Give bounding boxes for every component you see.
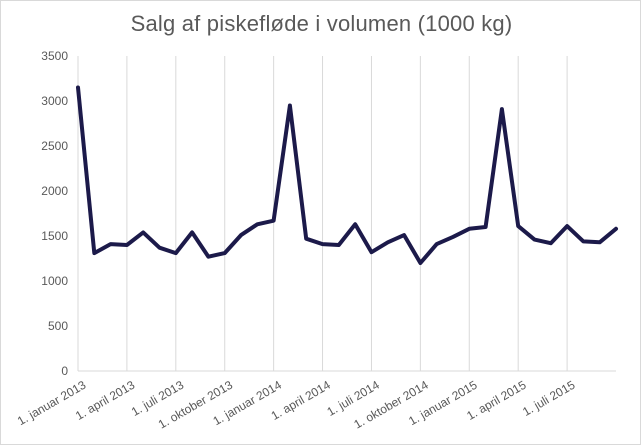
x-tick-label-10: 1. juli 2015 [520, 378, 578, 419]
data-point-19 [386, 240, 390, 244]
y-tick-label-0: 0 [61, 364, 68, 378]
data-point-10 [239, 233, 243, 237]
data-point-30 [565, 224, 569, 228]
vertical-gridlines [77, 56, 568, 371]
data-point-25 [484, 225, 488, 229]
y-tick-label-3500: 3500 [41, 49, 68, 63]
data-point-33 [614, 227, 618, 231]
series-group [76, 85, 618, 265]
y-tick-label-3000: 3000 [41, 94, 68, 108]
data-point-20 [402, 233, 406, 237]
data-point-3 [125, 243, 129, 247]
data-point-14 [304, 237, 308, 241]
y-tick-label-1000: 1000 [41, 274, 68, 288]
data-point-31 [581, 239, 585, 243]
data-point-24 [467, 227, 471, 231]
data-point-21 [418, 261, 422, 265]
data-point-12 [272, 219, 276, 223]
data-point-11 [255, 222, 259, 226]
data-point-2 [109, 242, 113, 246]
data-point-17 [353, 222, 357, 226]
data-point-13 [288, 104, 292, 108]
data-point-15 [321, 242, 325, 246]
y-tick-label-2000: 2000 [41, 184, 68, 198]
data-point-0 [76, 86, 80, 90]
data-point-8 [206, 255, 210, 259]
data-point-29 [549, 241, 553, 245]
data-point-27 [516, 224, 520, 228]
data-point-5 [158, 246, 162, 250]
chart-title: Salg af piskefløde i volumen (1000 kg) [130, 11, 513, 36]
data-point-1 [92, 251, 96, 255]
data-point-26 [500, 107, 504, 111]
x-tick-label-0: 1. januar 2013 [15, 378, 89, 429]
data-point-16 [337, 243, 341, 247]
y-axis-tick-labels: 0 500 1000 1500 2000 2500 3000 3500 [41, 49, 68, 378]
data-point-18 [369, 250, 373, 254]
y-tick-label-2500: 2500 [41, 139, 68, 153]
data-point-4 [141, 230, 145, 234]
data-point-23 [451, 235, 455, 239]
y-tick-label-500: 500 [48, 319, 68, 333]
y-tick-label-1500: 1500 [41, 229, 68, 243]
data-point-6 [174, 251, 178, 255]
data-point-9 [223, 251, 227, 255]
series-line [76, 85, 618, 265]
data-point-7 [190, 230, 194, 234]
data-point-22 [435, 242, 439, 246]
data-point-28 [532, 238, 536, 242]
data-point-32 [598, 240, 602, 244]
